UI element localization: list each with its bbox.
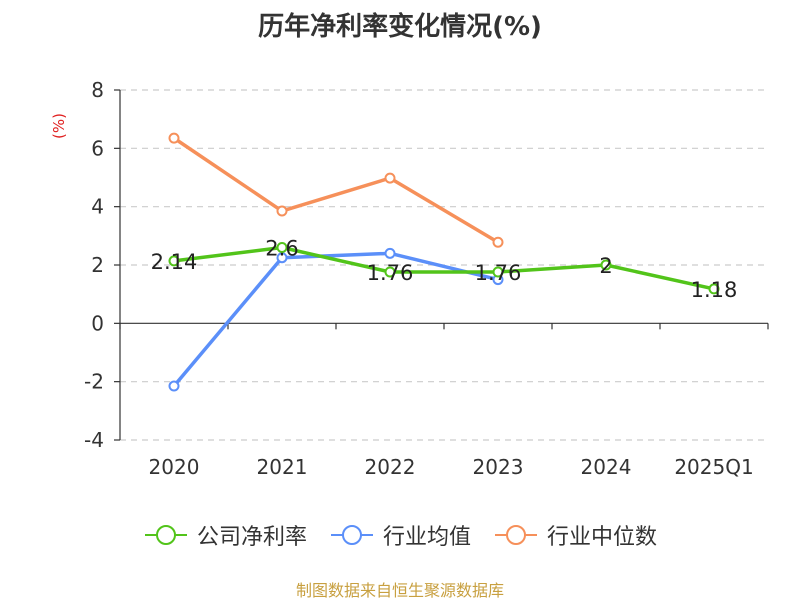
data-label: 2.14 — [151, 250, 198, 274]
legend-item[interactable]: 公司净利率 — [143, 519, 307, 551]
series-line — [172, 251, 500, 388]
series-line — [172, 136, 500, 244]
x-tick-label: 2021 — [257, 455, 308, 479]
data-point — [276, 252, 288, 264]
source-note: 制图数据来自恒生聚源数据库 — [295, 581, 504, 600]
y-tick-label: 2 — [91, 253, 104, 277]
y-tick-label: 8 — [91, 78, 104, 102]
series-line — [172, 245, 716, 291]
legend-label: 行业均值 — [382, 525, 471, 550]
data-point — [600, 259, 612, 271]
legend-marker-icon — [495, 525, 537, 545]
data-label: 2 — [599, 254, 612, 278]
y-tick-label: 0 — [91, 311, 104, 335]
data-label: 2.6 — [265, 237, 298, 261]
x-tick-label: 2025Q1 — [674, 455, 753, 479]
x-tick-label: 2024 — [581, 455, 632, 479]
x-tick-label: 2022 — [365, 455, 416, 479]
y-tick-label: 4 — [91, 195, 104, 219]
data-label: 1.18 — [691, 278, 738, 302]
data-point — [276, 205, 288, 217]
chart-title: 历年净利率变化情况(%) — [258, 12, 542, 42]
data-label: 1.76 — [475, 261, 522, 285]
legend-label: 公司净利率 — [196, 525, 307, 550]
legend-item[interactable]: 行业中位数 — [493, 519, 657, 551]
data-point — [492, 266, 504, 278]
data-point — [168, 255, 180, 267]
data-point — [708, 283, 720, 295]
data-label: 1.76 — [367, 261, 414, 285]
x-tick-label: 2023 — [473, 455, 524, 479]
y-tick-label: 6 — [91, 136, 104, 160]
data-point — [384, 172, 396, 184]
y-tick-label: -4 — [84, 428, 104, 452]
data-point — [276, 242, 288, 253]
legend-marker-icon — [330, 525, 373, 545]
legend-marker-icon — [144, 525, 187, 545]
legend: 公司净利率 行业均值 行业中位数 — [0, 519, 800, 551]
y-tick-label: -2 — [84, 370, 104, 394]
legend-label: 行业中位数 — [547, 525, 658, 550]
x-tick-label: 2020 — [149, 455, 200, 479]
data-point — [384, 247, 396, 259]
data-point — [492, 236, 504, 248]
data-point — [384, 266, 396, 278]
data-point — [168, 380, 180, 392]
legend-item[interactable]: 行业均值 — [329, 519, 471, 551]
data-point — [168, 132, 180, 144]
y-axis-title: (%) — [50, 113, 68, 139]
